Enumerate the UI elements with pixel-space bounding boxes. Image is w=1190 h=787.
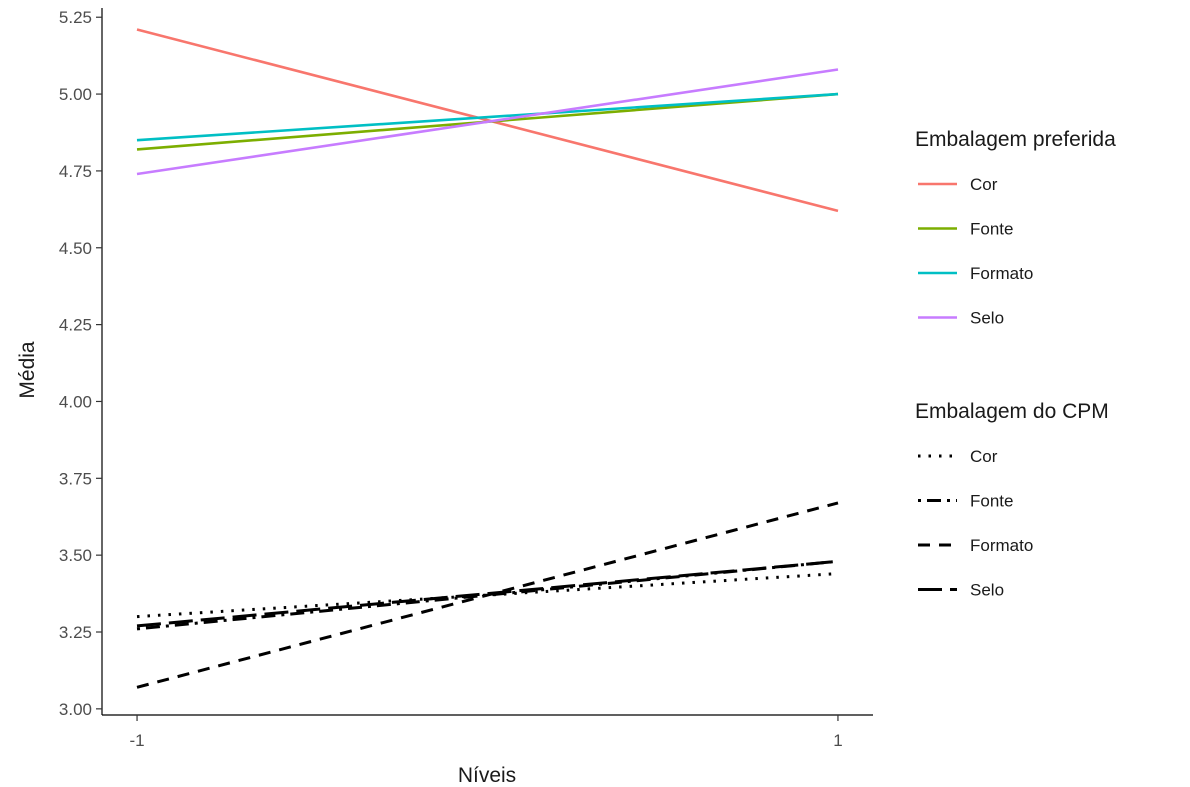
y-tick-label: 5.25: [59, 8, 92, 27]
legend-label: Selo: [970, 309, 1004, 328]
legend-label: Formato: [970, 264, 1033, 283]
y-tick-label: 4.00: [59, 392, 92, 411]
legend-label: Cor: [970, 175, 998, 194]
legend-label: Formato: [970, 536, 1033, 555]
legend: Embalagem preferida Cor Fonte Formato Selo Em…: [915, 128, 1116, 600]
legend-label: Fonte: [970, 220, 1013, 239]
x-axis-title: Níveis: [458, 764, 516, 787]
y-tick-label: 3.75: [59, 469, 92, 488]
series-line-preferida-formato: [136, 92, 839, 142]
legend-title: Embalagem do CPM: [915, 400, 1109, 423]
plot-lines: [136, 28, 839, 689]
y-tick-label: 3.50: [59, 546, 92, 565]
y-axis-title: Média: [16, 341, 39, 399]
y-tick-label: 3.25: [59, 623, 92, 642]
legend-label: Selo: [970, 581, 1004, 600]
legend-label: Fonte: [970, 492, 1013, 511]
legend-title: Embalagem preferida: [915, 128, 1116, 151]
y-tick-label: 4.50: [59, 239, 92, 258]
series-line-cpm-cor: [136, 572, 839, 619]
x-tick-label: 1: [833, 731, 842, 750]
series-line-cpm-selo: [136, 559, 839, 628]
y-tick-label: 5.00: [59, 85, 92, 104]
axes: 3.00 3.25 3.50 3.75 4.00 4.25 4.50 4.75 5.00 5.25…: [59, 8, 873, 750]
y-tick-label: 4.75: [59, 162, 92, 181]
series-line-cpm-formato: [136, 501, 839, 689]
series-line-preferida-selo: [136, 68, 839, 176]
y-tick-label: 3.00: [59, 700, 92, 719]
series-line-preferida-cor: [136, 28, 839, 213]
legend-label: Cor: [970, 447, 998, 466]
y-tick-label: 4.25: [59, 316, 92, 335]
x-tick-label: -1: [129, 731, 144, 750]
series-line-cpm-fonte: [136, 559, 839, 631]
